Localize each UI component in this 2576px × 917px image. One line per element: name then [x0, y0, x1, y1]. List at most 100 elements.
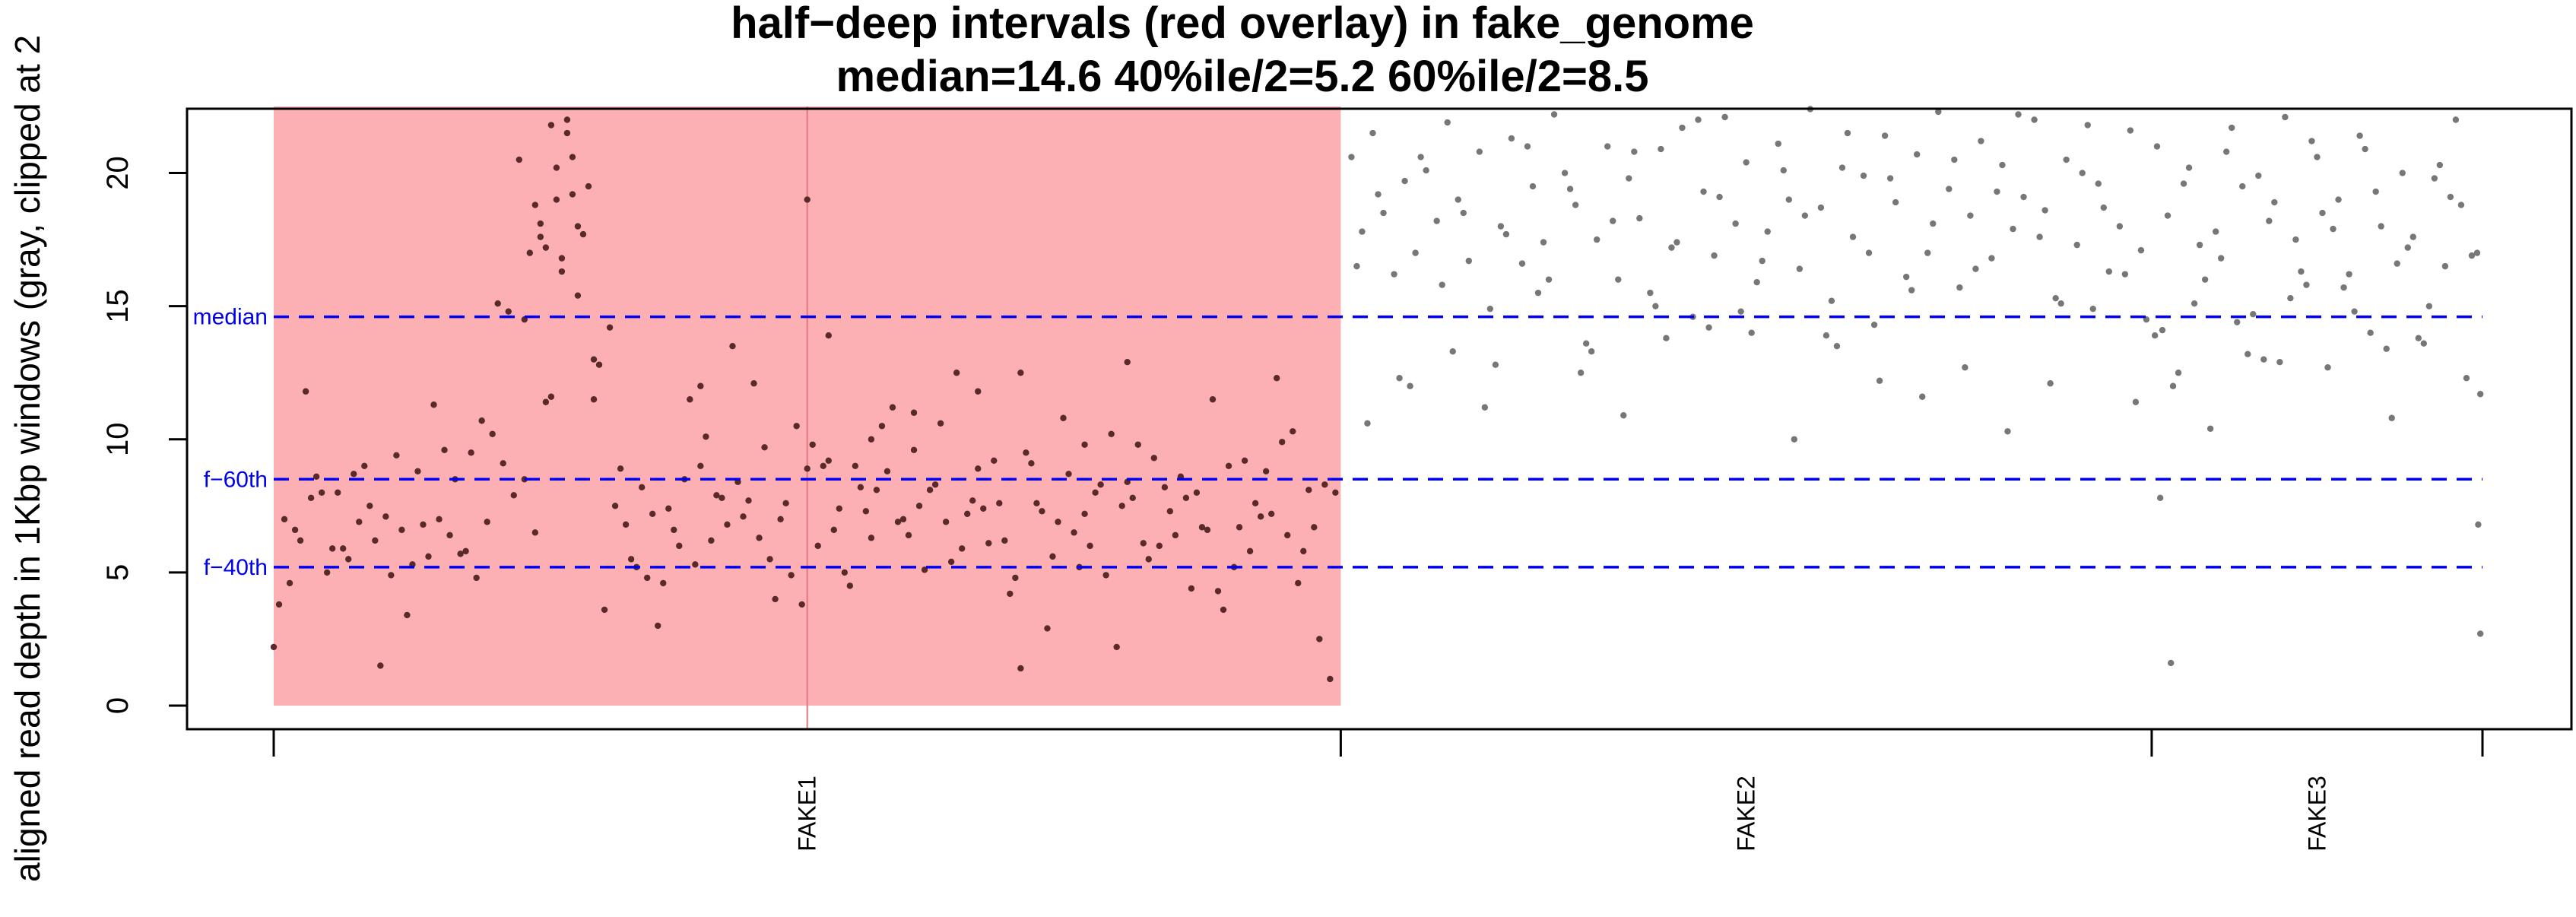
- data-point: [547, 122, 555, 129]
- data-point: [563, 129, 571, 137]
- data-point: [942, 519, 950, 525]
- data-point: [1055, 519, 1061, 525]
- data-point: [643, 574, 651, 582]
- data-point: [1273, 375, 1280, 382]
- x-tick-label: FAKE2: [1733, 776, 1760, 852]
- data-point: [297, 537, 304, 544]
- data-point: [1097, 481, 1104, 488]
- data-point: [441, 446, 448, 453]
- data-point: [2052, 294, 2059, 302]
- data-point: [1962, 364, 1968, 371]
- data-point: [446, 531, 453, 539]
- data-point: [1823, 332, 1830, 339]
- data-point: [1743, 159, 1750, 166]
- data-point: [2191, 300, 2198, 307]
- data-point: [537, 220, 544, 227]
- data-point: [1833, 343, 1841, 350]
- data-point: [1396, 375, 1403, 382]
- data-point: [1561, 170, 1569, 176]
- data-point: [1295, 579, 1302, 587]
- plot-frame: [186, 107, 2573, 731]
- data-point: [713, 492, 720, 499]
- data-point: [2168, 659, 2175, 667]
- data-point: [1007, 590, 1014, 598]
- data-point: [2041, 207, 2048, 214]
- data-point: [1524, 143, 1531, 150]
- data-point: [1257, 513, 1264, 520]
- data-point: [356, 519, 363, 525]
- data-point: [1572, 201, 1579, 208]
- data-point: [430, 401, 437, 408]
- data-point: [1545, 276, 1553, 283]
- data-point: [606, 324, 614, 331]
- data-point: [2239, 182, 2246, 190]
- data-point: [2351, 308, 2358, 315]
- data-point: [2217, 255, 2225, 262]
- data-point: [2476, 630, 2484, 637]
- data-point: [1455, 196, 1461, 203]
- data-point: [1359, 228, 1366, 235]
- data-point: [1236, 524, 1243, 531]
- data-point: [1087, 542, 1093, 550]
- data-point: [569, 191, 576, 198]
- data-point: [1801, 212, 1809, 219]
- data-point: [611, 503, 619, 509]
- data-point: [1946, 186, 1953, 192]
- data-point: [1785, 196, 1793, 203]
- data-point: [2185, 164, 2193, 171]
- data-point: [1566, 186, 1574, 192]
- data-point: [1364, 420, 1371, 427]
- data-point: [1486, 305, 1494, 313]
- data-point: [1791, 436, 1798, 443]
- data-point: [1150, 455, 1157, 462]
- data-point: [537, 233, 544, 240]
- data-point: [1711, 252, 1718, 259]
- data-point: [638, 484, 646, 491]
- data-point: [1278, 439, 1286, 446]
- data-point: [351, 471, 357, 478]
- data-point: [2201, 276, 2209, 283]
- y-tick-label: 10: [101, 423, 135, 457]
- data-point: [2346, 271, 2352, 278]
- data-point: [1028, 460, 1035, 467]
- data-point: [2475, 521, 2482, 528]
- data-point: [2282, 113, 2289, 121]
- data-point: [1460, 209, 1467, 217]
- data-point: [1140, 540, 1147, 547]
- data-point: [1332, 489, 1339, 497]
- x-axis: FAKE1 FAKE2 FAKE3: [272, 729, 2484, 852]
- data-point: [1220, 606, 1227, 614]
- data-point: [958, 545, 966, 552]
- y-tick-label: 0: [101, 697, 135, 714]
- data-point: [1380, 209, 1387, 217]
- data-point: [275, 601, 283, 608]
- data-point: [462, 547, 469, 555]
- data-point: [2047, 380, 2054, 387]
- data-point: [1348, 154, 1355, 160]
- data-point: [574, 223, 582, 230]
- data-point: [1449, 348, 1456, 355]
- points-layer: [270, 106, 2484, 683]
- data-point: [2079, 170, 2086, 176]
- data-point: [1972, 265, 1979, 272]
- data-point: [1209, 396, 1217, 403]
- data-point: [804, 196, 811, 203]
- data-point: [953, 370, 960, 376]
- data-point: [2156, 494, 2164, 502]
- data-point: [542, 244, 550, 251]
- data-point: [1919, 393, 1926, 400]
- data-point: [745, 497, 752, 504]
- data-point: [729, 343, 736, 350]
- data-point: [969, 497, 976, 504]
- reference-line-label: f−60th: [204, 467, 268, 492]
- data-point: [1631, 148, 1638, 155]
- data-point: [2441, 262, 2449, 270]
- data-point: [2206, 425, 2214, 432]
- data-point: [1065, 471, 1072, 478]
- data-point: [382, 513, 389, 520]
- data-point: [510, 492, 517, 499]
- data-point: [531, 201, 539, 208]
- data-point: [1673, 239, 1680, 246]
- data-point: [2388, 414, 2395, 421]
- data-point: [1956, 284, 1963, 291]
